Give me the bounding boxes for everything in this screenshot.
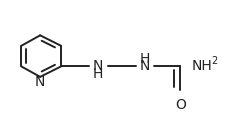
Text: H: H <box>93 67 103 81</box>
Text: H: H <box>140 52 150 66</box>
Text: 2: 2 <box>211 56 218 66</box>
Text: O: O <box>175 98 186 112</box>
Text: NH: NH <box>192 59 212 73</box>
Text: N: N <box>35 75 45 89</box>
Text: N: N <box>140 59 150 73</box>
Text: N: N <box>93 59 103 73</box>
